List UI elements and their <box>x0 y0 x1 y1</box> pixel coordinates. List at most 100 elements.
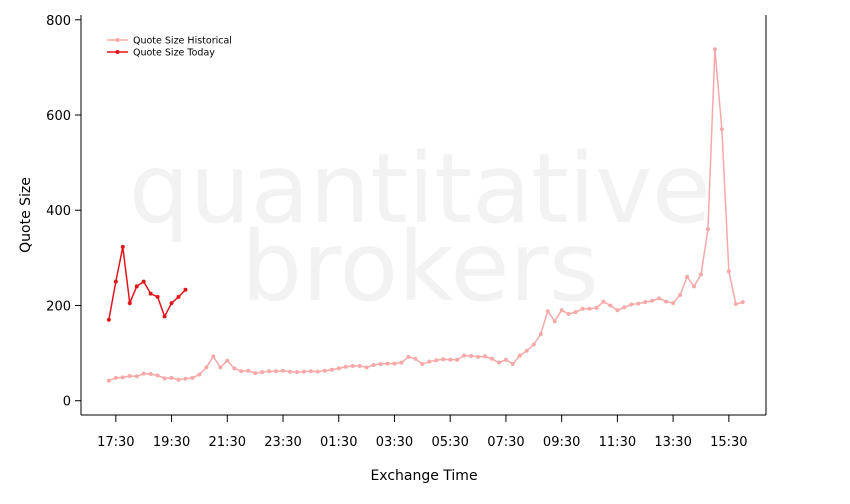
point <box>211 354 216 359</box>
point <box>448 357 453 362</box>
y-tick-label: 0 <box>63 395 71 410</box>
point <box>106 317 111 322</box>
point <box>218 365 223 370</box>
point <box>483 354 488 359</box>
y-tick-label: 400 <box>46 204 71 219</box>
x-tick-label: 17:30 <box>97 435 134 450</box>
point <box>183 287 188 292</box>
point <box>322 368 327 373</box>
point <box>740 300 745 305</box>
y-tick-label: 200 <box>46 299 71 314</box>
point <box>698 272 703 277</box>
point <box>719 127 724 132</box>
point <box>692 284 697 289</box>
point <box>566 312 571 317</box>
point <box>733 302 738 307</box>
x-tick-label: 23:30 <box>264 435 301 450</box>
point <box>232 366 237 371</box>
point <box>601 299 606 304</box>
point <box>246 368 251 373</box>
point <box>462 353 467 358</box>
point <box>364 365 369 370</box>
point <box>106 378 111 383</box>
point <box>552 319 557 324</box>
point <box>629 302 634 307</box>
x-tick-label: 05:30 <box>431 435 468 450</box>
point <box>190 375 195 380</box>
point <box>287 369 292 374</box>
point <box>113 375 118 380</box>
point <box>169 375 174 380</box>
x-axis-label: Exchange Time <box>370 468 477 484</box>
point <box>712 47 717 52</box>
point <box>657 296 662 301</box>
point <box>371 363 376 367</box>
legend-swatch <box>115 50 120 54</box>
point <box>357 363 362 368</box>
point <box>148 372 153 377</box>
y-tick-label: 800 <box>46 14 71 29</box>
point <box>392 361 397 366</box>
point <box>343 364 348 369</box>
point <box>705 227 710 232</box>
point <box>127 301 132 306</box>
point <box>336 366 341 371</box>
point <box>183 376 188 381</box>
legend-label: Quote Size Today <box>133 48 215 59</box>
point <box>413 356 418 361</box>
point <box>134 284 139 289</box>
point <box>385 361 390 366</box>
point <box>671 301 676 306</box>
x-tick-label: 01:30 <box>320 435 357 450</box>
point <box>434 358 439 363</box>
point <box>580 306 585 311</box>
point <box>573 310 578 315</box>
point <box>559 308 564 313</box>
x-tick-label: 07:30 <box>487 435 524 450</box>
point <box>267 369 272 374</box>
x-tick-label: 09:30 <box>543 435 580 450</box>
point <box>455 357 460 362</box>
point <box>517 353 522 358</box>
point <box>650 298 655 303</box>
point <box>469 353 474 358</box>
point <box>524 348 529 353</box>
point <box>155 373 160 378</box>
point <box>545 309 550 314</box>
point <box>141 279 146 284</box>
point <box>260 370 265 375</box>
watermark: brokers <box>241 211 599 323</box>
point <box>622 305 627 310</box>
point <box>441 357 446 362</box>
legend-swatch <box>115 38 120 42</box>
point <box>664 299 669 304</box>
legend-label: Quote Size Historical <box>133 36 232 47</box>
point <box>608 303 613 308</box>
point <box>141 371 146 376</box>
y-axis-label: Quote Size <box>18 177 34 253</box>
point <box>476 354 481 359</box>
point <box>615 308 620 313</box>
point <box>587 306 592 311</box>
point <box>253 371 258 376</box>
point <box>225 358 230 363</box>
x-tick-label: 03:30 <box>376 435 413 450</box>
point <box>127 373 132 378</box>
point <box>134 374 139 379</box>
point <box>427 359 432 364</box>
point <box>678 293 683 297</box>
x-tick-label: 11:30 <box>599 435 636 450</box>
point <box>197 372 202 377</box>
point <box>636 301 641 306</box>
x-tick-label: 13:30 <box>654 435 691 450</box>
y-tick-label: 600 <box>46 109 71 124</box>
point <box>378 362 383 367</box>
series-line <box>108 246 187 320</box>
point <box>594 305 599 310</box>
point <box>274 369 279 374</box>
point <box>176 294 181 299</box>
point <box>301 369 306 374</box>
point <box>176 377 181 382</box>
point <box>726 269 731 274</box>
